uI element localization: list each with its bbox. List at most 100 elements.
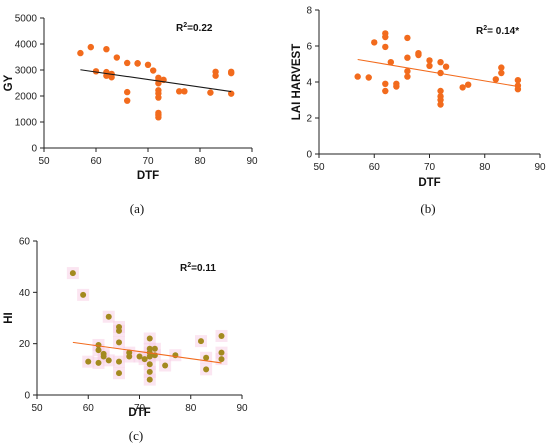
x-axis-title: DTF xyxy=(137,170,159,182)
data-point xyxy=(365,74,372,81)
data-point xyxy=(95,359,102,366)
data-point xyxy=(146,361,153,368)
x-tick-label: 90 xyxy=(534,162,546,173)
y-tick-label: 8 xyxy=(306,6,312,17)
r-squared-annotation: R2=0.11 xyxy=(180,262,216,274)
data-point xyxy=(492,76,499,83)
r-squared-base: R xyxy=(476,26,484,37)
r-squared-annotation: R2= 0.14* xyxy=(476,25,519,37)
x-tick-label: 80 xyxy=(479,162,491,173)
x-tick-label: 70 xyxy=(134,403,146,414)
r-squared-value: = 0.14* xyxy=(487,26,519,37)
data-point xyxy=(176,88,183,95)
y-tick-label: 60 xyxy=(19,237,31,248)
data-point xyxy=(415,51,422,59)
y-axis-title: GY xyxy=(3,74,15,91)
data-point xyxy=(514,86,522,93)
x-tick-label: 90 xyxy=(246,156,258,167)
data-point xyxy=(498,69,505,77)
data-point xyxy=(218,356,225,363)
data-point xyxy=(150,67,157,74)
r-squared-base: R xyxy=(176,23,184,34)
x-tick-label: 70 xyxy=(142,156,154,167)
data-point xyxy=(134,60,141,67)
data-point xyxy=(146,353,153,360)
x-tick-label: 80 xyxy=(194,156,206,167)
data-point xyxy=(228,90,235,97)
data-point xyxy=(404,54,411,61)
y-tick-label: 5000 xyxy=(15,14,38,25)
data-point xyxy=(404,34,411,42)
trend-line xyxy=(357,58,518,88)
y-tick-label: 40 xyxy=(19,288,31,299)
y-tick-label: 0 xyxy=(306,150,312,161)
data-point xyxy=(203,354,210,361)
data-point xyxy=(100,353,107,360)
data-point xyxy=(124,97,131,104)
data-point xyxy=(116,339,122,346)
panel-a: 50 60 70 80 90 0 1000 2000 3000 4000 5000 DTF GY R2=0… xyxy=(3,14,258,217)
data-point xyxy=(87,43,95,51)
y-tick-label: 0 xyxy=(31,144,37,155)
data-point xyxy=(404,73,411,80)
y-tick-label: 4 xyxy=(306,78,312,89)
data-point xyxy=(464,81,472,88)
panel-c: 50 60 70 80 90 0 20 40 60 DTF HI R2=0.11 (c) xyxy=(3,237,248,444)
x-tick-label: 60 xyxy=(83,403,95,414)
x-tick-label: 50 xyxy=(31,403,43,414)
r-squared-value: =0.11 xyxy=(191,263,216,274)
r-squared-superscript: 2 xyxy=(183,22,187,29)
panel-caption: (b) xyxy=(420,201,435,216)
x-tick-label: 50 xyxy=(313,162,325,173)
data-point xyxy=(437,59,444,66)
data-point xyxy=(116,370,122,377)
data-point xyxy=(162,362,169,369)
data-point xyxy=(151,345,158,352)
data-point xyxy=(69,270,76,277)
data-point xyxy=(387,59,395,66)
x-tick-label: 60 xyxy=(90,156,102,167)
y-tick-label: 20 xyxy=(19,339,31,350)
data-point xyxy=(124,88,131,96)
data-point xyxy=(218,349,225,356)
panel-caption: (c) xyxy=(129,428,143,443)
data-point xyxy=(426,57,433,64)
data-point xyxy=(212,72,219,79)
data-point xyxy=(80,291,87,298)
data-point xyxy=(198,338,204,345)
data-point xyxy=(113,54,121,61)
y-tick-label: 3000 xyxy=(15,66,38,77)
y-tick-label: 2 xyxy=(306,114,312,125)
data-point xyxy=(437,101,444,108)
data-point xyxy=(92,68,100,75)
data-point xyxy=(382,33,389,41)
x-axis-title: DTF xyxy=(418,177,440,189)
data-point xyxy=(218,332,225,339)
y-tick-label: 4000 xyxy=(15,40,38,51)
trend-line xyxy=(72,341,222,364)
r-squared-superscript: 2 xyxy=(187,262,191,269)
data-point xyxy=(85,358,92,365)
data-point xyxy=(437,87,444,95)
r-squared-base: R xyxy=(180,263,188,274)
data-point xyxy=(203,366,210,373)
y-tick-label: 6 xyxy=(306,42,312,53)
r-squared-value: =0.22 xyxy=(187,23,213,34)
data-point xyxy=(354,73,361,80)
data-point xyxy=(155,94,162,101)
data-point xyxy=(382,87,389,95)
data-point xyxy=(404,68,411,75)
data-point xyxy=(146,376,153,383)
y-tick-label: 1000 xyxy=(15,118,38,129)
data-point xyxy=(105,313,112,320)
x-tick-label: 90 xyxy=(236,403,248,414)
x-tick-label: 60 xyxy=(369,162,381,173)
x-tick-label: 50 xyxy=(38,156,50,167)
r-squared-superscript: 2 xyxy=(483,25,487,32)
data-point xyxy=(371,39,378,46)
panel-caption: (a) xyxy=(130,201,144,216)
data-point xyxy=(228,69,235,77)
data-point xyxy=(103,46,110,53)
